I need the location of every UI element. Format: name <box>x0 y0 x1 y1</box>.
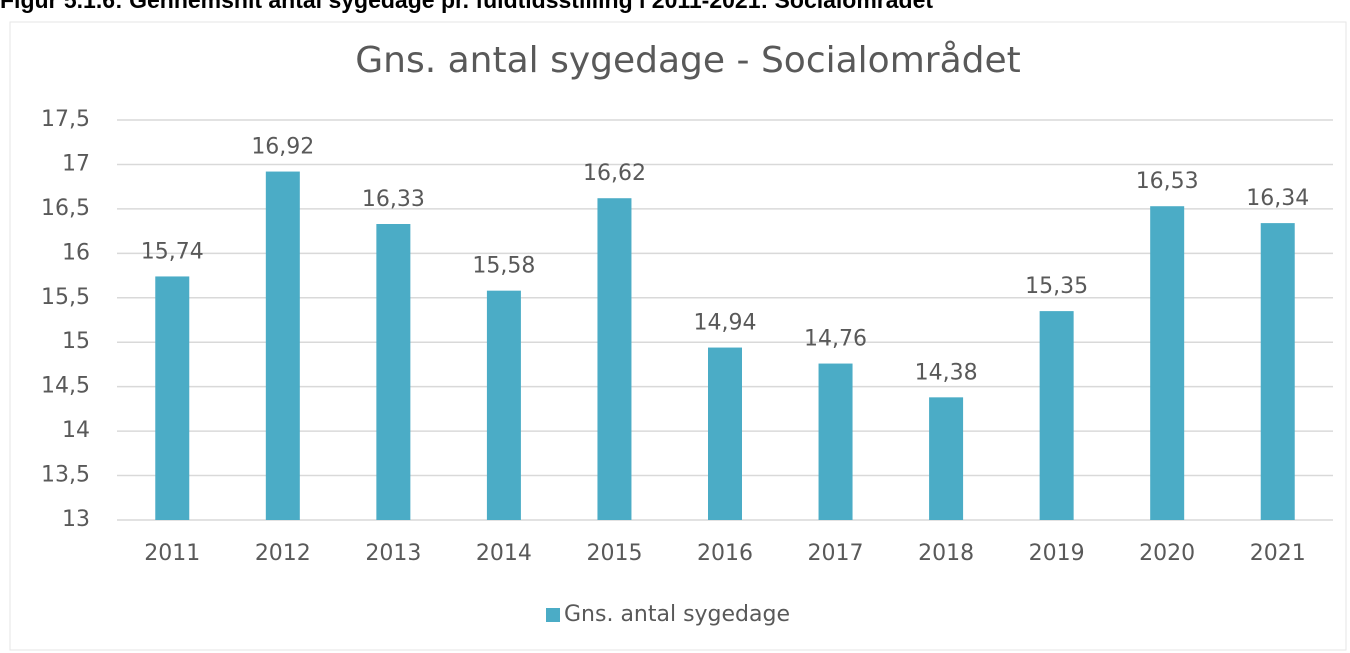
x-tick-label: 2019 <box>1029 541 1085 566</box>
value-label: 14,38 <box>915 360 978 385</box>
y-tick-label: 14,5 <box>41 374 90 399</box>
x-tick-label: 2021 <box>1250 541 1306 566</box>
value-label: 15,74 <box>141 239 204 264</box>
bar <box>597 198 632 520</box>
y-tick-label: 16 <box>62 240 90 265</box>
x-tick-label: 2015 <box>586 541 642 566</box>
bar <box>155 276 190 520</box>
y-tick-label: 14 <box>62 418 90 443</box>
legend-swatch <box>546 608 560 622</box>
x-tick-label: 2011 <box>144 541 200 566</box>
bar <box>708 347 742 520</box>
bar <box>1260 223 1295 520</box>
y-tick-label: 15,5 <box>41 285 90 310</box>
bar <box>818 363 853 520</box>
bar <box>1039 311 1074 520</box>
x-tick-label: 2013 <box>365 541 421 566</box>
bar <box>486 290 521 520</box>
y-tick-label: 17,5 <box>41 107 90 132</box>
chart-frame <box>9 21 1347 651</box>
bar <box>929 397 964 520</box>
figure-caption: Figur 5.1.6: Gennemsnit antal sygedage p… <box>0 0 933 13</box>
bar <box>265 171 300 521</box>
x-tick-label: 2014 <box>476 541 532 566</box>
y-tick-label: 17 <box>62 151 90 176</box>
value-label: 14,76 <box>804 327 867 352</box>
bar <box>376 224 411 520</box>
value-label: 16,34 <box>1246 186 1309 211</box>
value-label: 14,94 <box>694 311 757 336</box>
y-tick-label: 16,5 <box>41 196 90 221</box>
value-label: 16,62 <box>583 161 646 186</box>
x-tick-label: 2018 <box>918 541 974 566</box>
y-tick-label: 13,5 <box>41 463 90 488</box>
value-label: 15,35 <box>1025 274 1088 299</box>
value-label: 16,53 <box>1136 169 1199 194</box>
bar <box>1150 206 1185 520</box>
value-label: 16,33 <box>362 187 425 212</box>
x-tick-label: 2012 <box>255 541 311 566</box>
x-tick-label: 2017 <box>808 541 864 566</box>
y-tick-label: 15 <box>62 329 90 354</box>
y-tick-label: 13 <box>62 507 90 532</box>
value-label: 15,58 <box>472 254 535 279</box>
x-tick-label: 2020 <box>1139 541 1195 566</box>
legend-label: Gns. antal sygedage <box>564 602 790 627</box>
chart-title: Gns. antal sygedage - Socialområdet <box>355 40 1021 81</box>
value-label: 16,92 <box>251 135 314 160</box>
x-tick-label: 2016 <box>697 541 753 566</box>
